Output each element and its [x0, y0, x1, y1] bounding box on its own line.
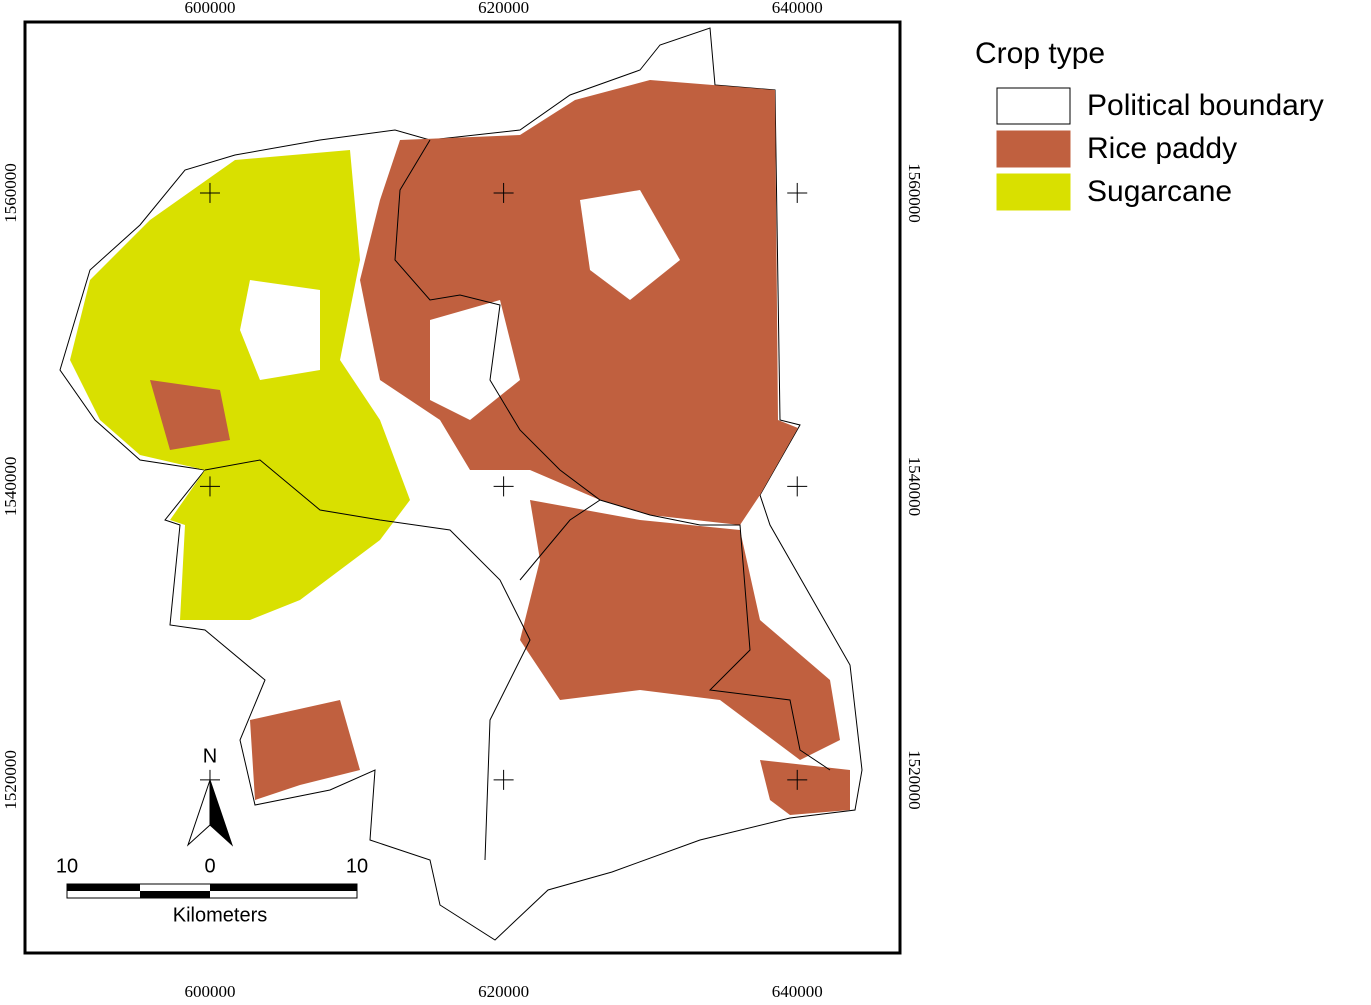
scale-segment [67, 884, 140, 891]
scale-label: 10 [346, 855, 368, 877]
rice-area [520, 500, 840, 760]
scale-segment [210, 884, 357, 891]
y-tick-label: 1540000 [905, 457, 924, 517]
district-boundary [394, 139, 831, 771]
rice-area [150, 380, 230, 450]
scale-bar: 10 0 10 Kilometers [56, 855, 368, 926]
scale-unit: Kilometers [173, 904, 267, 926]
clearing [240, 280, 320, 380]
map-area [59, 27, 863, 941]
clearing [580, 190, 680, 300]
legend-swatch [996, 87, 1071, 125]
arrow-half [209, 779, 234, 847]
x-tick-label: 640000 [772, 0, 823, 17]
legend-swatch [996, 130, 1071, 168]
y-tick-label: 1520000 [905, 750, 924, 810]
legend-label: Rice paddy [1087, 132, 1237, 165]
scale-label: 0 [204, 855, 215, 877]
y-tick-label: 1560000 [1, 163, 20, 223]
district-boundary [519, 499, 601, 581]
legend-label: Sugarcane [1087, 175, 1232, 208]
y-tick-label: 1520000 [1, 750, 20, 810]
x-tick-label: 600000 [184, 0, 235, 17]
north-arrow: N [186, 745, 234, 847]
x-tick-label: 620000 [478, 982, 529, 1000]
scale-label: 10 [56, 855, 78, 877]
clearing [430, 300, 520, 420]
sugarcane-area [70, 150, 410, 620]
legend: Crop type Political boundary Rice paddy Su… [975, 37, 1324, 211]
y-tick-label: 1540000 [1, 457, 20, 517]
scale-segment [140, 891, 210, 898]
rice-area [760, 760, 850, 815]
x-tick-label: 620000 [478, 0, 529, 17]
x-tick-label: 600000 [184, 982, 235, 1000]
rice-area [250, 700, 360, 800]
north-label: N [203, 745, 217, 767]
coordinate-labels: 600000 600000 620000 620000 640000 640000 1520… [1, 0, 924, 1001]
district-boundary [204, 459, 531, 861]
legend-title: Crop type [975, 37, 1105, 70]
y-tick-label: 1560000 [905, 163, 924, 223]
legend-label: Political boundary [1087, 89, 1324, 122]
legend-swatch [996, 173, 1071, 211]
x-tick-label: 640000 [772, 982, 823, 1000]
